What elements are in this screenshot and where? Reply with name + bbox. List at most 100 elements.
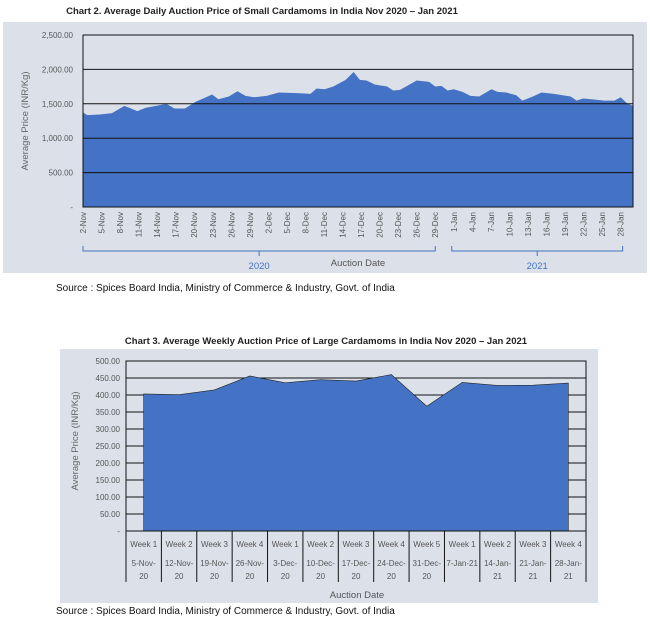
chart3-week-label: Week 3 [343, 540, 371, 549]
chart2-title: Chart 2. Average Daily Auction Price of … [66, 6, 458, 17]
chart3-date-label: 21 [528, 572, 537, 581]
chart3-source: Source : Spices Board India, Ministry of… [56, 606, 395, 617]
chart3-plot: - 50.00 100.00 150.00 200.00 250.00 300.00 350.… [96, 357, 587, 582]
chart3-area-series [143, 374, 569, 532]
chart3-date-label: 21-Jan- [519, 559, 546, 568]
chart2-y-tick-label: 2,000.00 [42, 65, 74, 74]
chart3-date-label: 26-Nov- [236, 559, 265, 568]
chart2-y-axis-label: Average Price (INR/Kg) [20, 71, 31, 170]
chart3-date-label: 10-Dec- [306, 559, 335, 568]
chart2-y-tick-label: - [70, 203, 73, 212]
chart2-x-tick-label: 23-Nov [209, 212, 218, 238]
chart3-date-label: 28-Jan- [555, 559, 582, 568]
chart2-x-tick-label: 25-Jan [598, 212, 607, 236]
chart3-date-label: 20 [352, 572, 361, 581]
chart3-date-label: 19-Nov- [200, 559, 229, 568]
chart2-year-bracket [451, 246, 624, 256]
chart2-x-tick-label: 26-Nov [227, 212, 236, 238]
chart2-x-tick-label: 26-Dec [413, 212, 422, 238]
chart2-x-tick-label: 20-Dec [376, 212, 385, 238]
chart3-week-label: Week 3 [519, 540, 547, 549]
chart3-y-tick-label: 100.00 [96, 493, 121, 502]
chart2-y-tick-label: 2,500.00 [42, 31, 74, 40]
chart2-x-tick-label: 19-Jan [561, 212, 570, 236]
chart3-date-label: 31-Dec- [413, 559, 442, 568]
chart2-y-tick-label: 500.00 [49, 169, 74, 178]
chart3-title: Chart 3. Average Weekly Auction Price of… [125, 336, 528, 347]
chart3-date-label: 3-Dec- [273, 559, 297, 568]
chart2-x-tick-label: 17-Dec [357, 212, 366, 238]
chart3-x-axis-label: Auction Date [330, 590, 384, 601]
chart3-date-label: 12-Nov- [165, 559, 194, 568]
chart2-year-bracket [82, 246, 436, 256]
chart3-date-label: 20 [245, 572, 254, 581]
chart3-y-tick-label: 50.00 [100, 510, 121, 519]
chart3-date-label: 20 [281, 572, 290, 581]
chart3-week-label: Week 2 [307, 540, 335, 549]
chart3-y-tick-label: 450.00 [96, 374, 121, 383]
chart2-x-tick-label: 29-Nov [246, 212, 255, 238]
chart2-x-axis-label: Auction Date [331, 258, 385, 269]
chart3-week-label: Week 1 [130, 540, 158, 549]
chart3-y-tick-label: 150.00 [96, 476, 121, 485]
chart3-week-label: Week 5 [413, 540, 441, 549]
chart3-date-label: 5-Nov- [132, 559, 156, 568]
chart2-x-tick-label: 7-Jan [487, 212, 496, 232]
chart2-area-series [83, 71, 633, 207]
chart3-date-label: 21 [564, 572, 573, 581]
chart3-week-label: Week 4 [236, 540, 264, 549]
chart3-week-label: Week 1 [272, 540, 300, 549]
chart3-date-label: 24-Dec- [377, 559, 406, 568]
chart2-x-tick-label: 5-Dec [283, 212, 292, 233]
chart3-week-label: Week 4 [378, 540, 406, 549]
chart2-source: Source : Spices Board India, Ministry of… [56, 283, 395, 294]
chart2-x-tick-label: 20-Nov [190, 212, 199, 238]
chart2-x-tick-label: 13-Jan [524, 212, 533, 236]
chart2-year-label: 2020 [249, 261, 270, 272]
chart2-x-tick-label: 4-Jan [468, 212, 477, 232]
chart3-plot-border [125, 360, 587, 532]
chart2-x-tick-label: 28-Jan [617, 212, 626, 236]
chart3-y-tick-label: 400.00 [96, 391, 121, 400]
chart3-date-label: 20 [387, 572, 396, 581]
chart3-y-tick-label: - [117, 527, 120, 536]
chart2-x-tick-label: 10-Jan [505, 212, 514, 236]
chart3-date-label: 17-Dec- [342, 559, 371, 568]
chart2-plot: - 500.00 1,000.00 1,500.00 2,000.00 2,500.00 2… [42, 31, 634, 272]
chart2-y-tick-label: 1,000.00 [42, 134, 74, 143]
chart2-x-tick-label: 11-Nov [135, 212, 144, 237]
chart2-x-tick-label: 22-Jan [580, 212, 589, 236]
chart2-year-label: 2021 [527, 261, 548, 272]
chart2-x-tick-label: 11-Dec [320, 212, 329, 237]
chart3-y-tick-label: 350.00 [96, 408, 121, 417]
chart3-week-label: Week 1 [449, 540, 477, 549]
chart2-y-tick-label: 1,500.00 [42, 100, 74, 109]
chart3-date-label: 20 [139, 572, 148, 581]
chart2-x-tick-label: 1-Jan [450, 212, 459, 232]
chart2-x-tick-label: 2-Dec [264, 212, 273, 233]
chart2-x-tick-label: 5-Nov [98, 212, 107, 233]
chart3-date-label: 20 [422, 572, 431, 581]
chart3-y-axis-label: Average Price (INR/Kg) [70, 391, 81, 490]
chart3-week-label: Week 3 [201, 540, 229, 549]
chart3-y-tick-label: 250.00 [96, 442, 121, 451]
chart2-x-tick-label: 2-Nov [79, 212, 88, 233]
chart3-date-label: 14-Jan- [484, 559, 511, 568]
chart2-plot-border [82, 34, 634, 208]
chart2-x-tick-label: 16-Jan [542, 212, 551, 236]
chart3-y-tick-label: 300.00 [96, 425, 121, 434]
chart2-x-tick-label: 8-Nov [116, 212, 125, 233]
chart2-x-tick-label: 14-Dec [339, 212, 348, 238]
chart2-x-tick-label: 29-Dec [431, 212, 440, 238]
chart3-y-tick-label: 500.00 [96, 357, 121, 366]
chart2-x-tick-label: 17-Nov [172, 212, 181, 238]
chart3-week-label: Week 2 [166, 540, 194, 549]
chart3-date-label: 7-Jan-21 [446, 559, 478, 568]
chart3-y-tick-label: 200.00 [96, 459, 121, 468]
chart2-x-tick-label: 23-Dec [394, 212, 403, 238]
chart3-date-label: 20 [210, 572, 219, 581]
chart3-date-label: 20 [175, 572, 184, 581]
chart3-week-label: Week 2 [484, 540, 512, 549]
chart3-week-label: Week 4 [555, 540, 583, 549]
